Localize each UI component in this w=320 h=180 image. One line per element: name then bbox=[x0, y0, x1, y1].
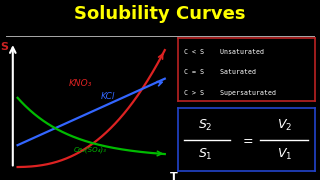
Text: C < S    Unsaturated: C < S Unsaturated bbox=[185, 49, 265, 55]
Text: KCl: KCl bbox=[101, 92, 115, 101]
Text: $=$: $=$ bbox=[240, 133, 253, 146]
Text: Ce₂(SO₄)₃: Ce₂(SO₄)₃ bbox=[74, 146, 107, 153]
Text: S: S bbox=[0, 42, 8, 52]
Text: $V_1$: $V_1$ bbox=[277, 147, 292, 161]
Text: $S_1$: $S_1$ bbox=[198, 147, 212, 161]
Text: T: T bbox=[170, 172, 177, 180]
Text: C = S    Saturated: C = S Saturated bbox=[185, 69, 257, 75]
Text: $S_2$: $S_2$ bbox=[198, 118, 212, 133]
Text: KNO₃: KNO₃ bbox=[69, 79, 92, 88]
Text: C > S    Supersaturated: C > S Supersaturated bbox=[185, 90, 276, 96]
Text: Solubility Curves: Solubility Curves bbox=[74, 5, 246, 23]
Text: $V_2$: $V_2$ bbox=[277, 118, 292, 133]
